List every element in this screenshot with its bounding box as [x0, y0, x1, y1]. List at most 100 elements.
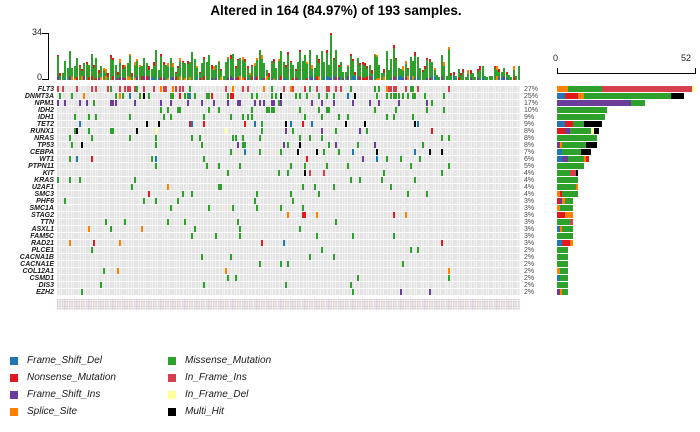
tmb-bar [186, 60, 189, 80]
tmb-bar [222, 75, 225, 80]
tmb-bar [272, 59, 275, 80]
gene-bar-segment [557, 114, 605, 120]
gene-label: KRAS [34, 176, 54, 184]
tmb-bar [85, 62, 88, 80]
matrix-cell-NRAS [191, 135, 194, 141]
mutation-type-legend: Frame_Shift_Del Nonsense_Mutation Frame_Sh… [10, 352, 298, 420]
matrix-cell-DIS3 [284, 282, 287, 288]
matrix-cell-SMC3 [407, 191, 410, 197]
tmb-bar [448, 46, 451, 80]
tmb-bar [443, 62, 446, 80]
matrix-cell-CEBPA [414, 149, 417, 155]
tmb-bar [116, 71, 119, 80]
tmb-bar [157, 70, 160, 80]
gene-percent-label: 2% [524, 288, 535, 296]
matrix-cell-STAG2 [301, 212, 304, 218]
tmb-bar [356, 57, 359, 80]
matrix-cell-COL12A1 [448, 268, 451, 274]
matrix-cell-TP53 [335, 142, 338, 148]
matrix-cell-DIS3 [203, 282, 206, 288]
matrix-cell-NPM1 [280, 100, 283, 106]
matrix-cell-DNMT3A [424, 93, 427, 99]
matrix-cell-WT1 [385, 156, 388, 162]
matrix-cell-RAD21 [92, 240, 95, 246]
matrix-cell-WT1 [76, 156, 79, 162]
matrix-cell-FLT3 [412, 86, 415, 92]
tmb-bar [371, 70, 374, 80]
tmb-bar [263, 63, 266, 80]
gene-percent-label: 9% [524, 120, 535, 128]
matrix-cell-IDH1 [229, 114, 232, 120]
matrix-cell-TET2 [414, 121, 417, 127]
legend-item: Multi_Hit [168, 403, 298, 420]
tmb-bar [150, 68, 153, 80]
matrix-cell-KRAS [414, 177, 417, 183]
matrix-cell-NPM1 [332, 100, 335, 106]
matrix-cell-DNMT3A [128, 93, 131, 99]
matrix-cell-ASXL1 [193, 226, 196, 232]
matrix-cell-DNMT3A [186, 93, 189, 99]
gene-label: DNMT3A [24, 92, 54, 100]
matrix-cell-TP53 [80, 142, 83, 148]
tmb-bar [217, 60, 220, 80]
matrix-cell-IDH1 [73, 114, 76, 120]
matrix-cell-DIS3 [100, 282, 103, 288]
tmb-bar [354, 71, 357, 80]
gene-bar-segment [692, 86, 695, 92]
matrix-cell-NPM1 [186, 100, 189, 106]
matrix-cell-CACNA1B [229, 254, 232, 260]
tmb-bar [364, 63, 367, 80]
matrix-cell-SMC1A [256, 205, 259, 211]
matrix-cell-TP53 [299, 142, 302, 148]
matrix-cell-IDH1 [304, 114, 307, 120]
gene-label: CEBPA [30, 148, 54, 156]
matrix-cell-FLT3 [404, 86, 407, 92]
gene-bar-segment [578, 93, 584, 99]
matrix-cell-SMC1A [280, 205, 283, 211]
tmb-bar [280, 51, 283, 80]
gene-bar-segment [557, 247, 568, 253]
matrix-cell-FLT3 [124, 86, 127, 92]
tmb-bar [328, 64, 331, 80]
matrix-cell-SMC3 [256, 191, 259, 197]
tmb-bar [169, 57, 172, 80]
gene-percent-label: 10% [524, 106, 539, 114]
tmb-bar [119, 59, 122, 80]
gene-bar-segment [557, 163, 584, 169]
matrix-cell-DNMT3A [256, 93, 259, 99]
matrix-cell-RUNX1 [224, 128, 227, 134]
matrix-cell-SMC3 [289, 191, 292, 197]
matrix-cell-NPM1 [227, 100, 230, 106]
matrix-cell-DNMT3A [347, 93, 350, 99]
matrix-cell-DNMT3A [229, 93, 232, 99]
gene-bar-segment [564, 198, 573, 204]
matrix-cell-RUNX1 [112, 128, 115, 134]
matrix-cell-FLT3 [95, 86, 98, 92]
matrix-cell-PLCE1 [320, 247, 323, 253]
legend-swatch-icon [10, 373, 18, 382]
matrix-cell-DNMT3A [172, 93, 175, 99]
matrix-cell-IDH2 [265, 107, 268, 113]
tmb-bar [438, 77, 441, 80]
matrix-cell-TTN [335, 219, 338, 225]
matrix-cell-NRAS [90, 135, 93, 141]
gene-percent-label: 17% [524, 99, 539, 107]
matrix-cell-FAM5C [392, 233, 395, 239]
gene-bar-segment [567, 156, 584, 162]
tmb-bar [308, 49, 311, 80]
gene-label: STAG2 [31, 211, 54, 219]
tmb-bar [179, 57, 182, 80]
tmb-bar [409, 56, 412, 80]
gene-bar-segment [562, 149, 581, 155]
gene-percent-label: 4% [524, 183, 535, 191]
matrix-cell-FLT3 [335, 86, 338, 92]
matrix-cell-TET2 [289, 121, 292, 127]
matrix-cell-PHF6 [253, 198, 256, 204]
gene-bar-segment [557, 142, 560, 148]
matrix-cell-FLT3 [392, 86, 395, 92]
tmb-bar [265, 70, 268, 80]
gene-bar-segment [557, 268, 560, 274]
gene-bar-segment [567, 86, 603, 92]
matrix-cell-STAG2 [404, 212, 407, 218]
matrix-cell-FLT3 [270, 86, 273, 92]
